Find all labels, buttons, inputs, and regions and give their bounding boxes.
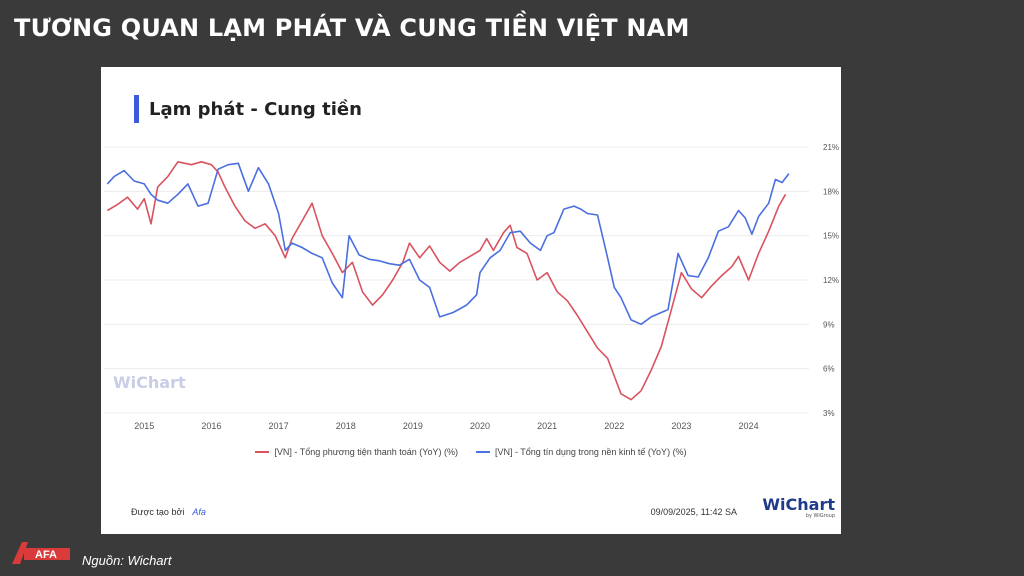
- created-by-label: Được tạo bởi: [131, 507, 185, 517]
- line-chart: 3%6%9%12%15%18%21% 2015 2016 2017 2018 2019 2…: [104, 143, 839, 431]
- source-note: Nguồn: Wichart: [82, 553, 172, 568]
- y-tick-label: 21%: [823, 143, 839, 152]
- y-tick-label: 12%: [823, 276, 839, 285]
- chart-title: Lạm phát - Cung tiền: [134, 95, 362, 123]
- series-lines: [106, 161, 790, 401]
- chart-card: Lạm phát - Cung tiền 3% 6% 9% 12% 15% 18% 21% …: [101, 67, 841, 534]
- legend-label: [VN] - Tổng phương tiện thanh toán (YoY)…: [274, 447, 458, 457]
- x-tick-label: 2018: [336, 421, 356, 431]
- slide-title: TƯƠNG QUAN LẠM PHÁT VÀ CUNG TIỀN VIỆT NA…: [14, 14, 690, 42]
- chart-legend: [VN] - Tổng phương tiện thanh toán (YoY)…: [101, 447, 841, 457]
- series-line-credit: [106, 162, 790, 326]
- wichart-watermark: WiChart: [113, 373, 186, 392]
- created-by-brand[interactable]: Afa: [192, 507, 206, 517]
- y-tick-label: 9%: [823, 320, 835, 329]
- x-tick-label: 2019: [403, 421, 423, 431]
- x-tick-label: 2021: [537, 421, 557, 431]
- afa-logo: AFA: [12, 542, 70, 564]
- title-accent-bar: [134, 95, 139, 123]
- x-tick-label: 2022: [604, 421, 624, 431]
- wichart-logo-sub: by WiGroup: [805, 513, 835, 519]
- chart-title-text: Lạm phát - Cung tiền: [149, 98, 362, 120]
- footer-timestamp: 09/09/2025, 11:42 SA: [650, 507, 737, 517]
- x-tick-label: 2023: [671, 421, 691, 431]
- series-line-money-supply: [106, 161, 787, 401]
- legend-swatch-blue: [475, 451, 490, 453]
- x-tick-label: 2015: [134, 421, 154, 431]
- footer-created-by: Được tạo bởi Afa: [131, 507, 206, 517]
- y-tick-label: 6%: [823, 365, 835, 374]
- y-tick-label: 18%: [823, 187, 839, 196]
- afa-logo-text: AFA: [35, 549, 57, 561]
- x-tick-label: 2016: [201, 421, 221, 431]
- wichart-logo: WiChart by WiGroup: [762, 495, 835, 519]
- legend-item-credit[interactable]: [VN] - Tổng tín dụng trong nền kinh tế (…: [475, 447, 687, 457]
- x-tick-label: 2020: [470, 421, 490, 431]
- legend-label: [VN] - Tổng tín dụng trong nền kinh tế (…: [494, 447, 687, 457]
- y-tick-label: 3%: [823, 409, 835, 418]
- legend-item-money-supply[interactable]: [VN] - Tổng phương tiện thanh toán (YoY)…: [255, 447, 458, 457]
- y-tick-label: 15%: [823, 232, 839, 241]
- x-tick-label: 2024: [739, 421, 759, 431]
- legend-swatch-red: [255, 451, 270, 453]
- x-axis-ticks: 2015 2016 2017 2018 2019 2020 2021 2022 2023 2024: [134, 421, 758, 431]
- wichart-logo-text: WiChart: [762, 495, 835, 514]
- y-axis-ticks: 3% 6% 9% 12% 15% 18% 21%: [823, 143, 839, 418]
- x-tick-label: 2017: [269, 421, 289, 431]
- grid-lines: [104, 146, 809, 414]
